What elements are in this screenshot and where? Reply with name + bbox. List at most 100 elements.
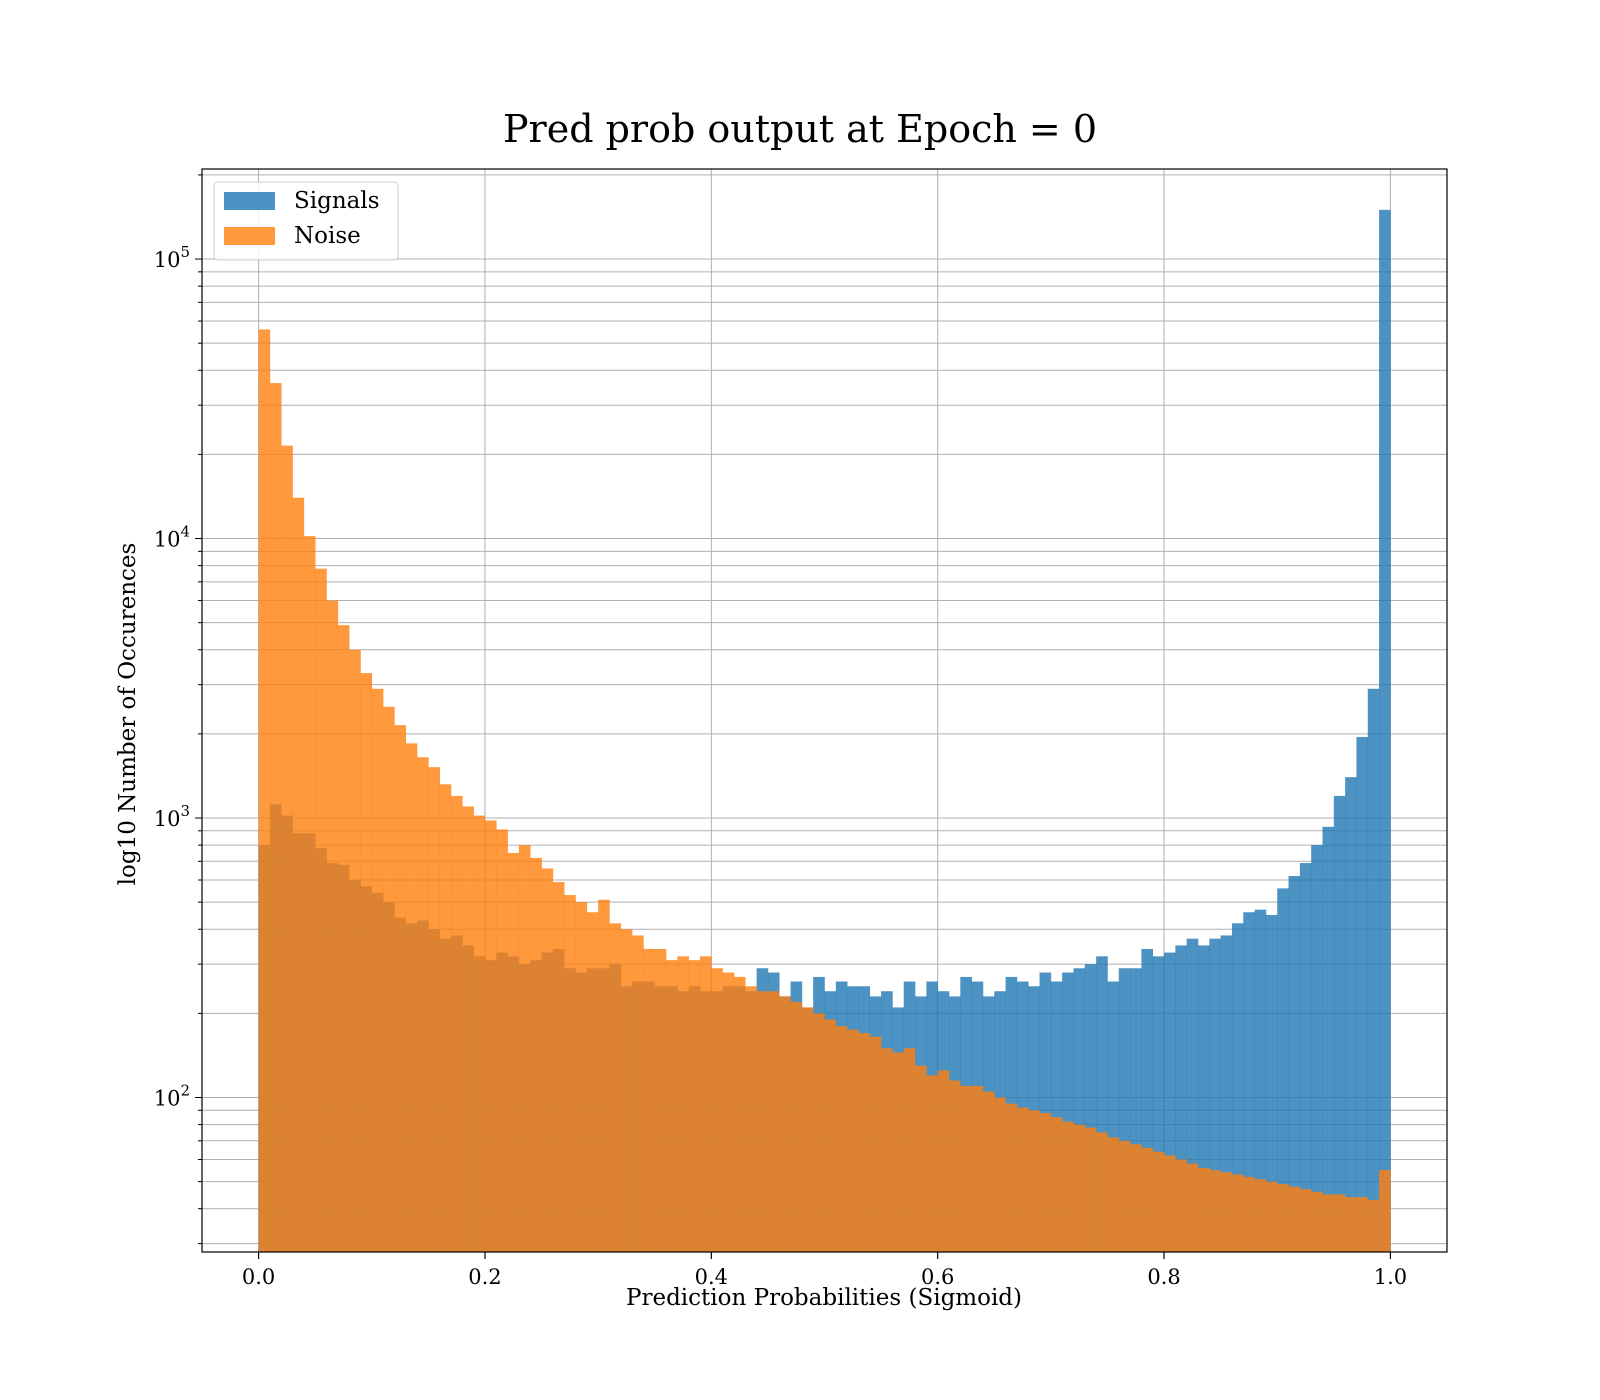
noise-bar xyxy=(337,625,350,1252)
noise-bar xyxy=(383,706,395,1252)
x-tick-label: 0.6 xyxy=(921,1265,954,1289)
x-tick-label: 0.0 xyxy=(242,1265,275,1289)
noise-bar xyxy=(1311,1191,1323,1252)
signals-bar xyxy=(1096,956,1108,1252)
noise-bar xyxy=(1220,1172,1233,1252)
noise-bar xyxy=(937,1070,950,1252)
signals-bar xyxy=(1118,968,1131,1252)
noise-bar xyxy=(666,960,678,1252)
noise-bar xyxy=(1288,1186,1301,1252)
noise-bar xyxy=(1231,1174,1244,1252)
noise-bar xyxy=(326,600,339,1252)
noise-bar xyxy=(541,868,554,1252)
signals-bar xyxy=(1198,945,1210,1252)
noise-bar xyxy=(1118,1140,1131,1252)
signals-bar xyxy=(1175,945,1187,1252)
x-tick-label: 0.2 xyxy=(468,1265,501,1289)
noise-bar xyxy=(405,743,418,1252)
noise-bar xyxy=(586,912,599,1252)
noise-bar xyxy=(1209,1170,1221,1252)
noise-bar xyxy=(281,445,293,1252)
signals-bar xyxy=(1073,968,1086,1252)
noise-bar xyxy=(790,1001,803,1252)
x-tick-label: 0.8 xyxy=(1147,1265,1180,1289)
noise-bar xyxy=(949,1080,961,1252)
signals-bar xyxy=(1254,909,1267,1252)
signals-bar xyxy=(1322,826,1335,1252)
noise-bar xyxy=(1265,1181,1278,1252)
noise-bar xyxy=(620,929,633,1252)
noise-series xyxy=(258,329,1391,1253)
signals-bar xyxy=(1231,923,1244,1252)
noise-bar xyxy=(439,784,452,1252)
noise-bar xyxy=(1277,1184,1289,1252)
signals-bar xyxy=(1311,845,1323,1252)
legend-label-signals: Signals xyxy=(294,188,380,214)
noise-bar xyxy=(462,806,474,1252)
x-tick-label: 1.0 xyxy=(1374,1265,1407,1289)
noise-bar xyxy=(1345,1197,1357,1252)
noise-bar xyxy=(847,1029,859,1252)
y-tick-label: 102 xyxy=(154,1081,190,1110)
x-axis-ticks: 0.0 0.2 0.4 0.6 0.8 1.0 xyxy=(242,1252,1407,1289)
noise-bar xyxy=(915,1065,927,1252)
y-axis-label: log10 Number of Occurences xyxy=(115,543,141,886)
legend: Signals Noise xyxy=(213,181,399,261)
x-axis-label: Prediction Probabilities (Sigmoid) xyxy=(626,1285,1022,1311)
noise-bar xyxy=(733,976,746,1252)
noise-bar xyxy=(1356,1197,1369,1252)
noise-bar xyxy=(1186,1163,1199,1252)
noise-bar xyxy=(688,960,701,1252)
signals-bar xyxy=(1186,938,1199,1252)
signals-bar xyxy=(1152,956,1165,1252)
signals-bar xyxy=(1288,876,1301,1252)
noise-bar xyxy=(349,649,361,1252)
legend-swatch-signals xyxy=(224,192,275,210)
signals-bar xyxy=(1333,795,1346,1252)
noise-bar xyxy=(858,1033,871,1252)
noise-bar xyxy=(711,968,723,1252)
noise-bar xyxy=(926,1075,938,1252)
noise-bar xyxy=(982,1091,995,1252)
noise-bar xyxy=(371,688,384,1252)
noise-bar xyxy=(269,383,282,1253)
noise-bar xyxy=(869,1036,882,1252)
signals-bar xyxy=(1356,736,1369,1252)
noise-bar xyxy=(801,1007,814,1252)
noise-bar xyxy=(1039,1113,1052,1252)
noise-bar xyxy=(1073,1124,1086,1252)
noise-bar xyxy=(598,899,610,1252)
noise-bar xyxy=(779,996,791,1252)
noise-bar xyxy=(1254,1179,1267,1252)
x-tick-label: 0.4 xyxy=(695,1265,728,1289)
noise-bar xyxy=(315,568,327,1252)
noise-bar xyxy=(564,895,576,1252)
noise-bar xyxy=(632,935,644,1252)
noise-bar xyxy=(1005,1103,1018,1252)
noise-bar xyxy=(824,1019,837,1252)
noise-bar xyxy=(530,857,542,1252)
noise-bar xyxy=(1322,1194,1335,1252)
noise-bar xyxy=(700,956,712,1252)
legend-label-noise: Noise xyxy=(294,223,361,249)
noise-bar xyxy=(292,497,305,1252)
noise-bar xyxy=(767,991,780,1252)
chart-title: Pred prob output at Epoch = 0 xyxy=(503,107,1097,151)
noise-bar xyxy=(903,1048,916,1252)
noise-bar xyxy=(417,757,429,1252)
plot-frame xyxy=(201,168,1448,1253)
signals-bar xyxy=(1209,938,1221,1252)
noise-bar xyxy=(451,795,463,1252)
signals-bar xyxy=(1050,981,1063,1252)
noise-bar xyxy=(507,852,520,1252)
noise-bar xyxy=(892,1052,905,1252)
signals-bar xyxy=(1107,981,1120,1252)
noise-bar xyxy=(813,1013,825,1252)
noise-bar xyxy=(1175,1159,1187,1252)
noise-bar xyxy=(360,673,373,1252)
signals-bar xyxy=(1367,688,1380,1252)
noise-bar xyxy=(1152,1151,1165,1252)
signals-bar xyxy=(1141,948,1154,1252)
noise-bar xyxy=(1096,1132,1108,1252)
